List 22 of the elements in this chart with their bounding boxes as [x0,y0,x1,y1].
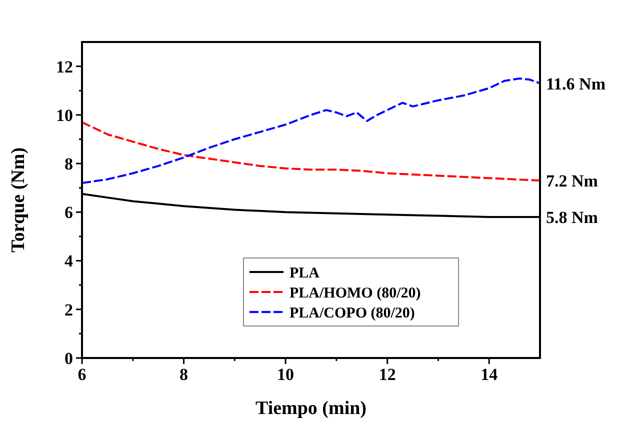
y-tick-label: 6 [64,203,73,222]
y-tick-label: 10 [56,106,73,125]
text: 11.6 Nm [546,74,606,94]
x-tick-label: 10 [277,365,294,384]
legend-label: PLA [290,265,320,282]
y-tick-label: 12 [56,57,73,76]
y-axis-title: Torque (Nm) [8,147,29,253]
y-tick-label: 2 [64,300,73,320]
text: 7.2 Nm [546,172,598,191]
x-tick-label: 6 [78,365,86,384]
y-tick-label: 0 [64,348,73,368]
x-tick-label: 14 [480,365,498,384]
line-series [81,77,541,184]
y-tick-label: 4 [64,252,74,271]
legend-label: PLA/COPO (80/20) [290,305,415,322]
text: 5.8 Nm [546,208,598,227]
legend-label: PLA/HOMO (80/20) [290,285,421,302]
x-tick-label: 12 [378,365,396,384]
x-axis-title: Tiempo (min) [255,398,367,419]
line-series [81,121,541,182]
y-tick-label: 8 [64,154,73,174]
x-tick-label: 8 [180,365,188,384]
